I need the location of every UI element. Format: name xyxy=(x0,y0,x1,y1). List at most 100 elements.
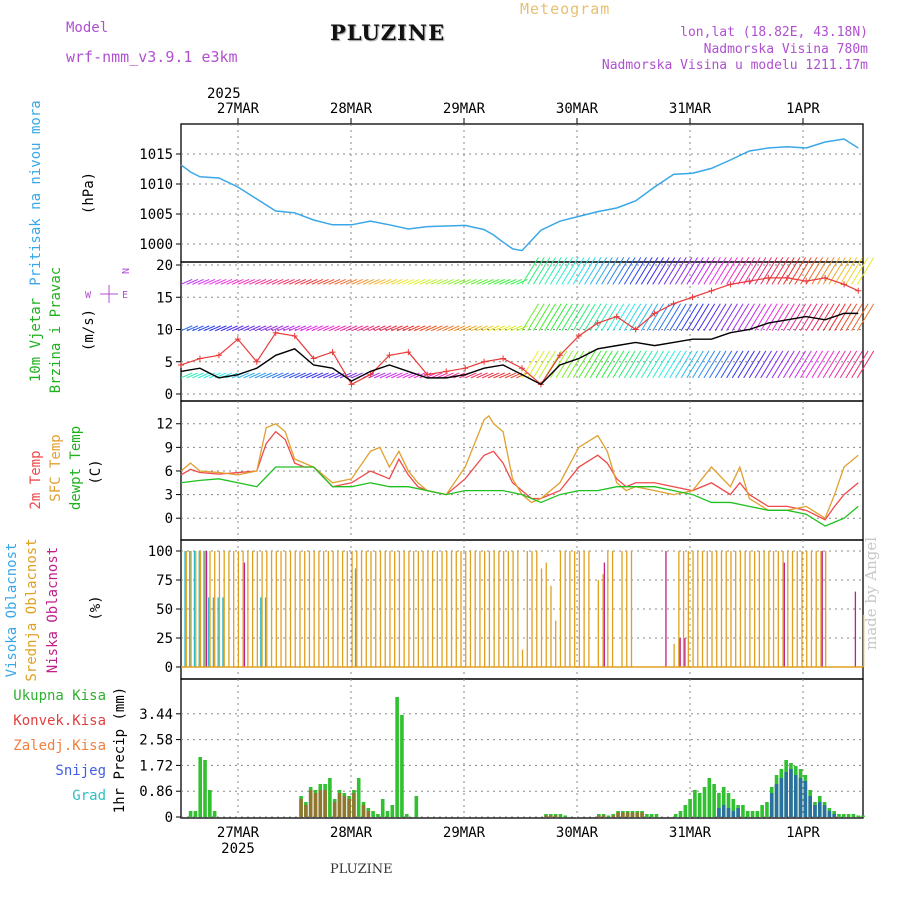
precip-conv-bar xyxy=(347,799,351,817)
wind-arrow xyxy=(464,372,477,379)
wind-arrow xyxy=(186,325,199,332)
wind-arrow xyxy=(578,303,596,332)
wind-arrow xyxy=(499,325,511,332)
panel-frame-pressure xyxy=(180,123,864,263)
precip-total-bar xyxy=(356,778,361,817)
wind-arrow xyxy=(493,278,505,285)
precip-conv-bar xyxy=(308,790,313,817)
wind-arrow xyxy=(606,350,625,379)
precip-total-bar xyxy=(717,793,721,817)
wind-arrow xyxy=(635,257,653,285)
wind-arrow xyxy=(186,372,199,379)
wind-arrow xyxy=(572,303,591,332)
wind-arrow xyxy=(714,350,733,379)
wind-arrow xyxy=(419,278,432,285)
wind-arrow xyxy=(362,278,375,285)
precip-total-bar xyxy=(328,778,332,817)
bottom-station-label: PLUZINE xyxy=(330,862,393,877)
wind-arrow xyxy=(538,350,556,379)
precip-total-bar xyxy=(741,805,745,817)
wind-arrow xyxy=(561,303,579,332)
ytick-label: 15 xyxy=(156,290,173,306)
wind-arrow xyxy=(629,350,647,379)
ytick-label: 6 xyxy=(165,464,173,480)
wind-arrow xyxy=(703,303,721,332)
wind-arrow xyxy=(623,303,642,332)
wind-arrow xyxy=(368,325,380,332)
legend-grad: Grad xyxy=(72,788,106,804)
precip-total-bar xyxy=(400,715,404,817)
wind-arrow xyxy=(237,325,250,332)
gust-marker xyxy=(291,332,298,339)
gust-marker xyxy=(613,313,620,320)
precip-conv-bar xyxy=(544,815,548,817)
wind-arrow xyxy=(447,278,460,285)
wind-arrow xyxy=(203,278,216,285)
wind-arrow xyxy=(266,325,278,332)
wind-arrow xyxy=(300,372,312,379)
wind-arrow xyxy=(266,372,278,379)
wind-arrow xyxy=(618,257,636,285)
wind-arrow xyxy=(737,350,755,379)
wind-arrow xyxy=(834,257,852,285)
precip-total-bar xyxy=(385,811,390,817)
wind-arrow xyxy=(805,350,824,379)
ytick-label: 5 xyxy=(165,355,173,371)
wind-arrow xyxy=(288,325,301,332)
wind-arrow xyxy=(425,325,437,332)
wind-arrow xyxy=(618,303,636,332)
wind-arrow xyxy=(482,278,494,285)
precip-total-bar xyxy=(697,793,702,817)
wind-arrow xyxy=(248,278,261,285)
gust-marker xyxy=(841,281,848,288)
gust-marker xyxy=(727,281,734,288)
wind-arrow xyxy=(714,303,733,332)
wind-arrow xyxy=(765,257,784,285)
wind-arrow xyxy=(765,350,784,379)
wind-arrow xyxy=(248,372,261,379)
precip-snow-bar xyxy=(721,805,726,817)
wind-arrow xyxy=(521,303,539,332)
precip-snow-bar xyxy=(717,808,721,817)
wind-arrow xyxy=(680,303,699,332)
ytick-label: 100 xyxy=(148,544,173,560)
temp-unit: (C) xyxy=(88,459,104,484)
wind-arrow xyxy=(788,257,807,285)
wind-arrow xyxy=(197,325,210,332)
bottom-date-tick: 1APR xyxy=(786,825,820,841)
gust-marker xyxy=(215,352,222,359)
wind-arrow xyxy=(669,350,687,379)
gust-marker xyxy=(253,358,260,365)
wind-arrow xyxy=(601,350,619,379)
wind-arrow xyxy=(510,278,523,285)
wind-arrow xyxy=(618,350,636,379)
precip-snow-bar xyxy=(769,793,774,817)
wind-arrow xyxy=(260,278,272,285)
wind-arrow xyxy=(845,257,863,285)
precip-total-bar xyxy=(376,814,380,817)
wind-arrow xyxy=(748,350,767,379)
precip-snow-bar xyxy=(731,811,736,817)
gust-marker xyxy=(803,278,810,285)
wind-arrow xyxy=(226,278,238,285)
wind-arrow xyxy=(408,278,420,285)
wind-arrow xyxy=(243,325,255,332)
wind-arrow xyxy=(396,325,409,332)
precip-total-bar xyxy=(846,814,851,817)
wind-arrow xyxy=(737,257,755,285)
wind-arrow xyxy=(391,372,403,379)
wind-arrow xyxy=(686,303,704,332)
wind-arrow xyxy=(578,257,596,285)
wind-arrow xyxy=(379,278,392,285)
wind-arrow xyxy=(567,257,585,285)
wind-arrow xyxy=(783,350,801,379)
wind-arrow xyxy=(675,303,693,332)
precip-total-bar xyxy=(212,811,217,817)
wind-arrow xyxy=(760,257,778,285)
wind-arrow xyxy=(822,257,841,285)
wind-arrow xyxy=(430,372,443,379)
wind-arrow xyxy=(237,278,250,285)
wind-arrow xyxy=(408,372,420,379)
wind-arrow xyxy=(567,350,585,379)
precip-total-bar xyxy=(745,811,750,817)
